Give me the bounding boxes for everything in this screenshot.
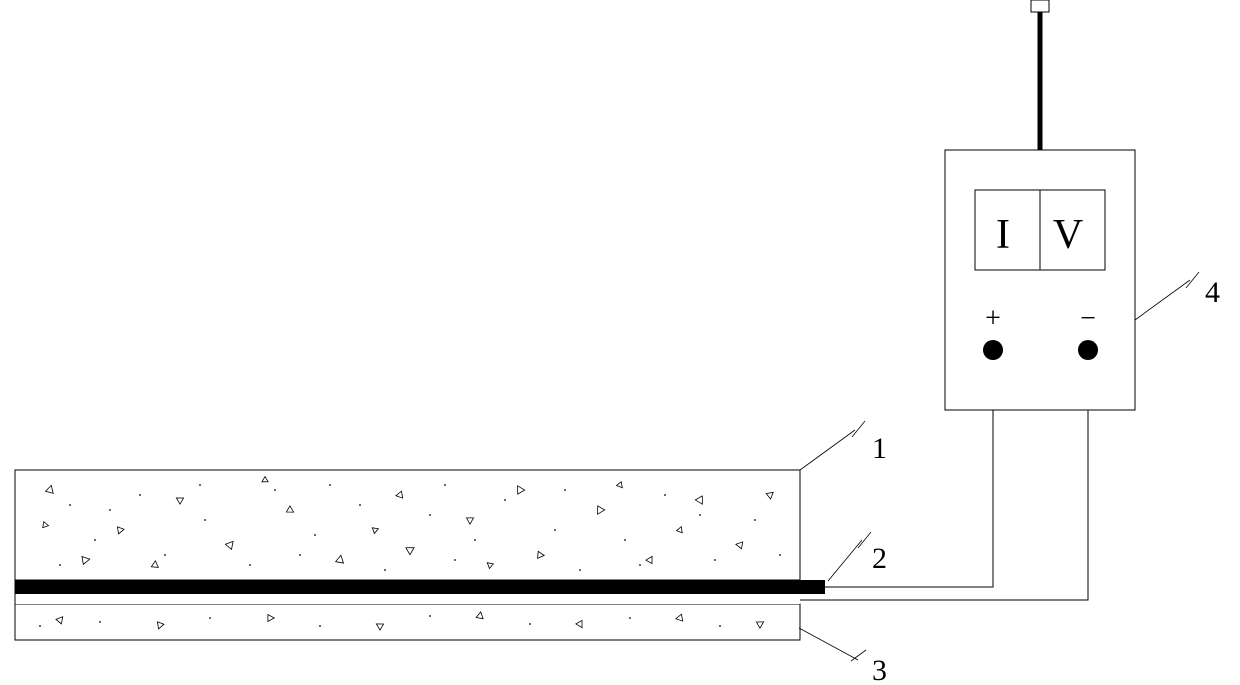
terminal-positive <box>983 340 1003 360</box>
black-bar-electrode <box>15 580 825 594</box>
callout-1-leader <box>800 430 855 470</box>
callout-3-tick <box>851 650 866 661</box>
terminal-negative-symbol: − <box>1080 303 1096 334</box>
callout-2-label: 2 <box>872 542 887 575</box>
display-letter-current: I <box>996 212 1010 258</box>
upper-concrete-layer <box>15 470 800 580</box>
display-letter-voltage: V <box>1053 212 1083 258</box>
callout-3-label: 3 <box>872 654 887 685</box>
callout-4-tick <box>1186 272 1199 288</box>
callout-4-leader <box>1135 280 1190 320</box>
antenna-tip <box>1031 0 1049 12</box>
device-body <box>945 150 1135 410</box>
terminal-negative <box>1078 340 1098 360</box>
layered-slab <box>15 470 825 640</box>
terminal-positive-symbol: + <box>985 303 1001 334</box>
gap-strip <box>15 594 800 604</box>
callout-2-tick <box>858 532 871 548</box>
measurement-device: IV + − <box>945 0 1135 410</box>
callout-4-label: 4 <box>1205 276 1220 309</box>
callout-2-leader <box>828 540 862 581</box>
callout-3-leader <box>799 628 858 660</box>
lower-concrete-layer <box>15 604 800 640</box>
callout-1-tick <box>852 421 865 437</box>
callout-1-label: 1 <box>872 432 887 465</box>
